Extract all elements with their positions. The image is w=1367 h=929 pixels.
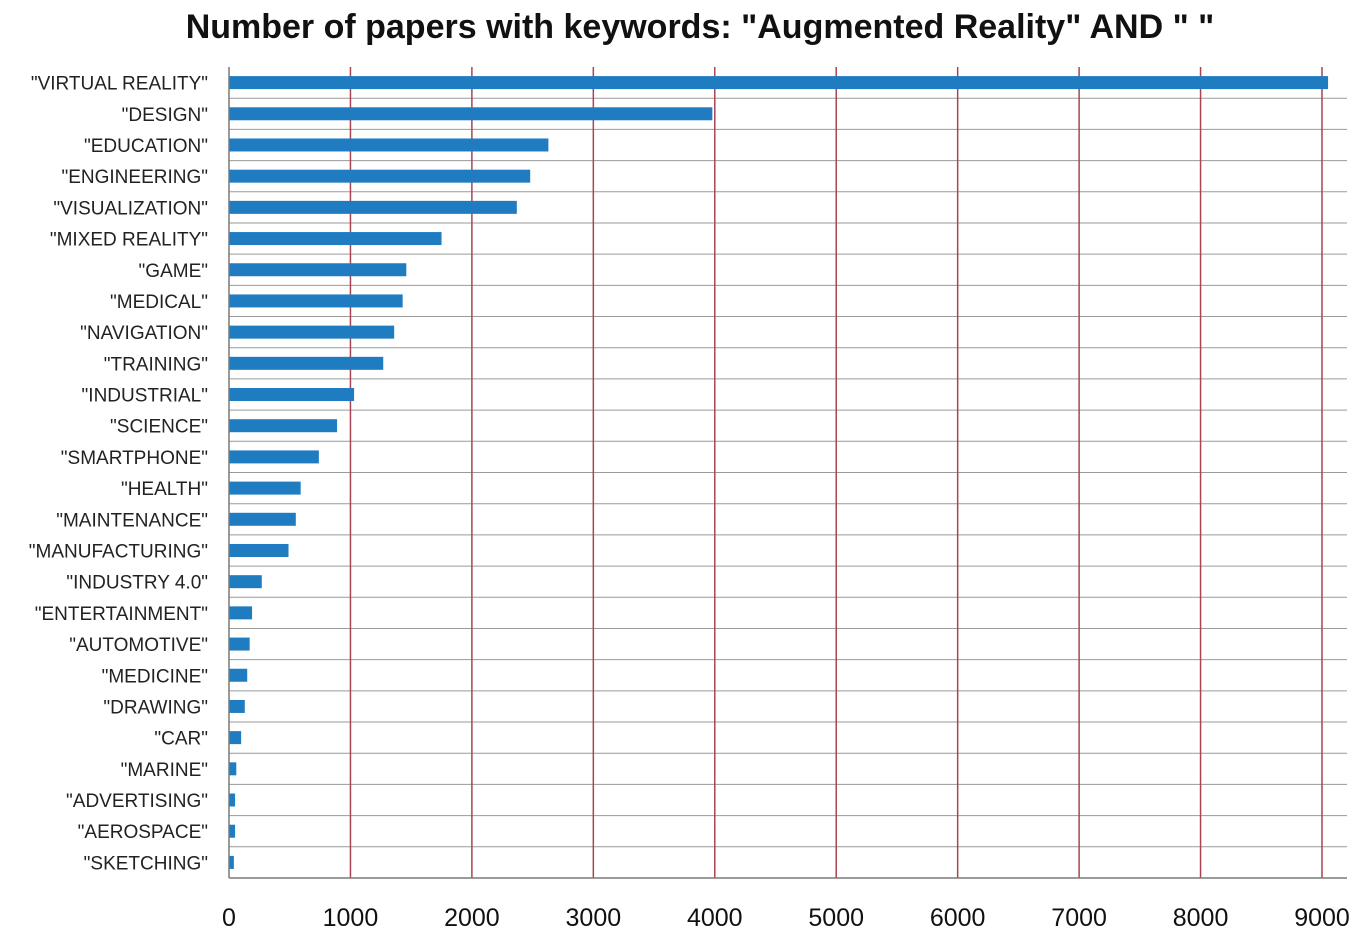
- category-label: "CAR": [154, 729, 208, 750]
- category-label: "NAVIGATION": [80, 323, 208, 344]
- category-label: "ENTERTAINMENT": [35, 604, 208, 625]
- bar: [229, 793, 236, 807]
- bar: [229, 699, 245, 713]
- bar: [229, 481, 301, 495]
- category-label: "INDUSTRIAL": [82, 386, 208, 407]
- bar: [229, 512, 296, 526]
- chart-title: Number of papers with keywords: "Augment…: [185, 8, 1215, 46]
- x-tick-label: 8000: [1173, 904, 1229, 929]
- category-label: "INDUSTRY 4.0": [66, 573, 208, 594]
- bar: [229, 232, 442, 246]
- category-label: "ENGINEERING": [61, 167, 208, 188]
- bar: [229, 606, 253, 620]
- category-label: "MAINTENANCE": [56, 510, 208, 531]
- category-label: "MARINE": [121, 760, 208, 781]
- vertical-gridlines: [349, 67, 1323, 878]
- category-label: "EDUCATION": [84, 136, 208, 157]
- bar: [229, 263, 407, 277]
- x-tick-label: 7000: [1051, 904, 1107, 929]
- x-tick-label: 3000: [566, 904, 622, 929]
- bar: [229, 138, 549, 152]
- category-label: "DESIGN": [122, 105, 208, 126]
- category-label: "SCIENCE": [110, 417, 208, 438]
- bar: [229, 855, 234, 869]
- bar: [229, 543, 289, 557]
- category-label: "GAME": [139, 261, 208, 282]
- axes: [228, 67, 1347, 879]
- x-tick-labels: 0 1000 2000 3000 4000 5000 6000 7000 8000 9000: [222, 904, 1350, 929]
- category-label: "ADVERTISING": [66, 791, 208, 812]
- bar: [229, 824, 236, 838]
- category-label: "HEALTH": [121, 479, 208, 500]
- category-label: "VISUALIZATION": [53, 198, 208, 219]
- bar: [229, 388, 355, 402]
- bar: [229, 637, 250, 651]
- x-tick-label: 9000: [1294, 904, 1350, 929]
- bar: [229, 668, 248, 682]
- bar: [229, 731, 242, 745]
- category-label: "TRAINING": [104, 354, 208, 375]
- bar: [229, 762, 237, 776]
- category-label: "MEDICAL": [110, 292, 208, 313]
- bar: [229, 294, 403, 308]
- bar: [229, 419, 338, 433]
- x-tick-label: 4000: [687, 904, 743, 929]
- bar: [229, 169, 531, 183]
- category-label: "MANUFACTURING": [29, 541, 208, 562]
- bars: [229, 76, 1329, 869]
- category-label: "VIRTUAL REALITY": [31, 74, 208, 95]
- bar: [229, 76, 1329, 90]
- x-tick-label: 6000: [930, 904, 986, 929]
- bar: [229, 356, 384, 370]
- x-tick-label: 1000: [323, 904, 379, 929]
- category-label: "MIXED REALITY": [50, 230, 208, 251]
- bar: [229, 200, 517, 214]
- category-label: "AEROSPACE": [78, 822, 208, 843]
- bar: [229, 107, 713, 121]
- category-label: "AUTOMOTIVE": [69, 635, 208, 656]
- category-label: "SMARTPHONE": [61, 448, 208, 469]
- bar: [229, 450, 319, 464]
- bar: [229, 575, 262, 589]
- horizontal-gridlines: [229, 97, 1347, 848]
- category-labels: "VIRTUAL REALITY" "DESIGN" "EDUCATION" "ENG…: [29, 74, 208, 875]
- category-label: "MEDICINE": [102, 666, 208, 687]
- x-tick-label: 2000: [444, 904, 500, 929]
- x-tick-label: 5000: [808, 904, 864, 929]
- category-label: "DRAWING": [103, 697, 208, 718]
- category-label: "SKETCHING": [84, 853, 208, 874]
- x-tick-label: 0: [222, 904, 236, 929]
- bar: [229, 325, 395, 339]
